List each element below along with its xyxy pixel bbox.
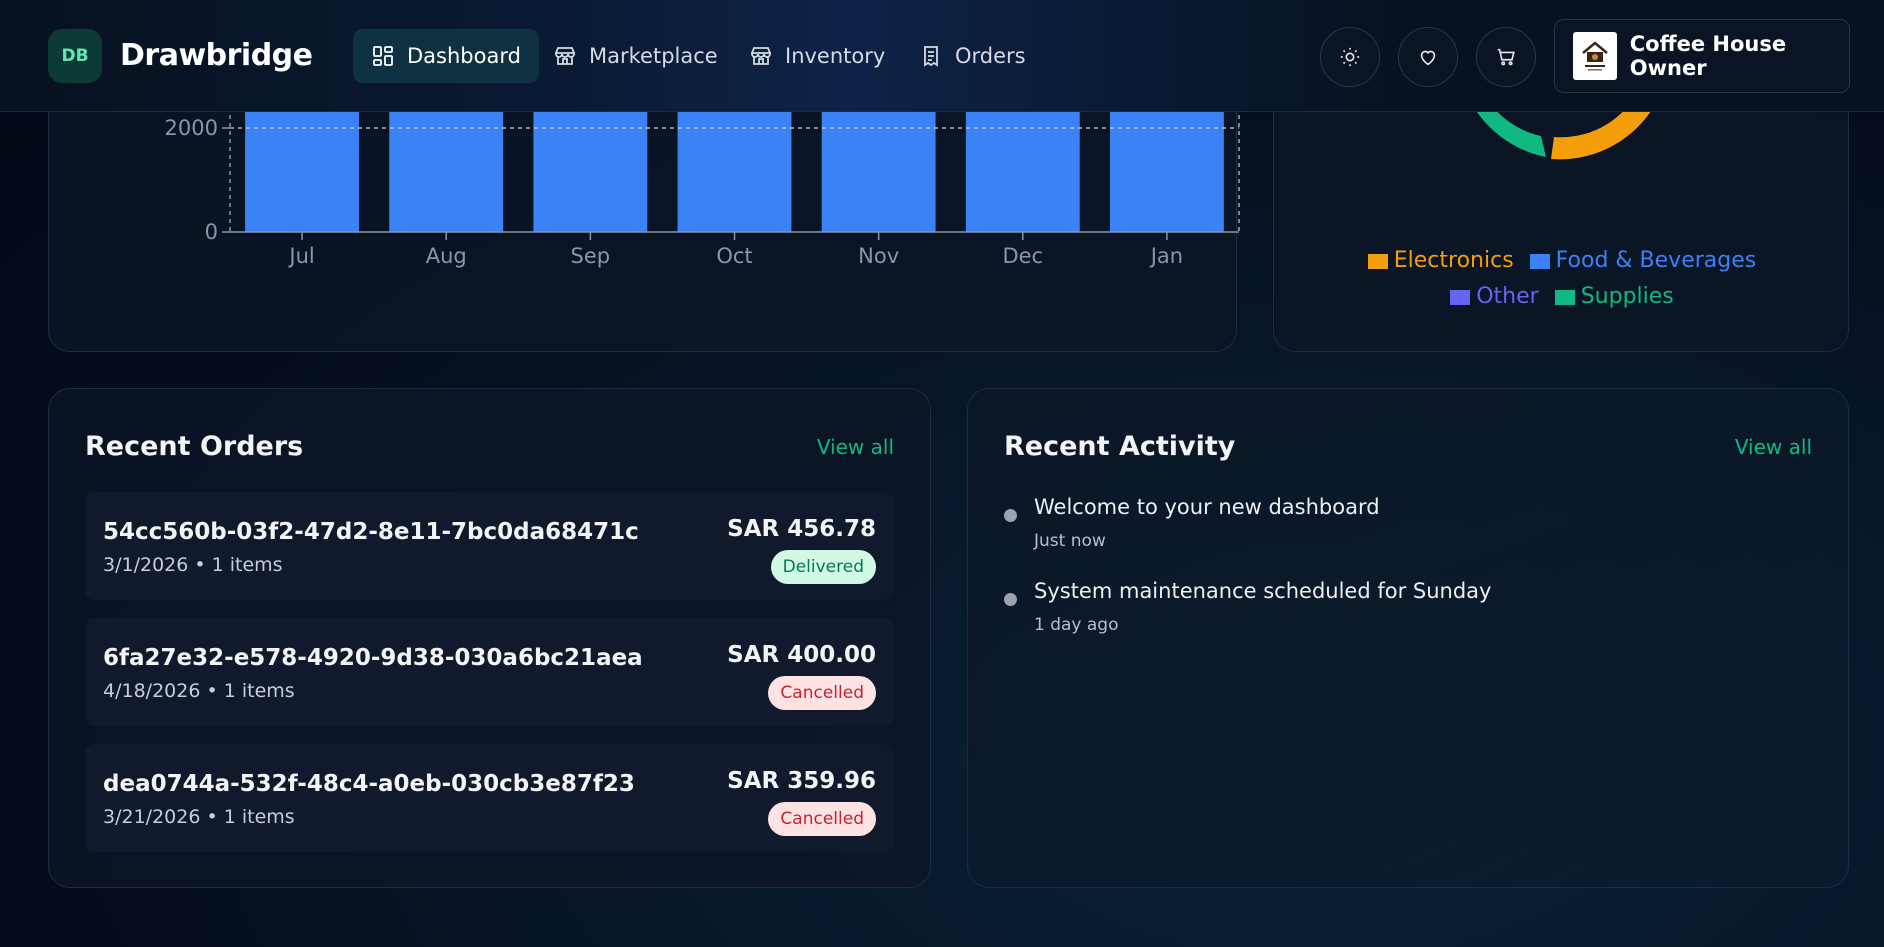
legend-label: Food & Beverages xyxy=(1555,248,1757,273)
x-tick-label: Jan xyxy=(1149,244,1183,268)
pie-legend: Electronics Food & Beverages Other Suppl… xyxy=(1274,243,1850,315)
store-icon xyxy=(751,47,771,65)
sun-icon xyxy=(1340,47,1360,67)
recent-orders-card: Recent Orders View all 54cc560b-03f2-47d… xyxy=(48,388,931,888)
order-amount: SAR 400.00 xyxy=(727,642,876,668)
order-id: 6fa27e32-e578-4920-9d38-030a6bc21aea xyxy=(103,645,643,671)
nav-dashboard-label: Dashboard xyxy=(407,44,521,68)
cart-icon xyxy=(1497,48,1515,66)
status-badge: Cancelled xyxy=(768,802,876,836)
receipt-icon xyxy=(924,46,938,67)
status-badge: Cancelled xyxy=(768,676,876,710)
activity-text: Welcome to your new dashboard xyxy=(1034,495,1380,519)
y-tick-label: 0 xyxy=(205,220,218,244)
recent-activity-card: Recent Activity View all Welcome to your… xyxy=(967,388,1849,888)
activity-text: System maintenance scheduled for Sunday xyxy=(1034,579,1492,603)
nav-orders-label: Orders xyxy=(955,44,1026,68)
x-tick-label: Sep xyxy=(571,244,611,268)
coffee-house-logo-icon xyxy=(1582,41,1608,71)
order-meta: 3/21/2026 • 1 items xyxy=(103,806,295,828)
x-tick-label: Jul xyxy=(287,244,314,268)
legend-label: Other xyxy=(1476,284,1539,309)
nav-inventory[interactable]: Inventory xyxy=(731,29,903,83)
activity-view-all-link[interactable]: View all xyxy=(1734,435,1812,459)
nav-marketplace[interactable]: Marketplace xyxy=(535,29,736,83)
order-row[interactable]: dea0744a-532f-48c4-a0eb-030cb3e87f23 3/2… xyxy=(85,744,894,852)
favorites-button[interactable] xyxy=(1398,27,1458,87)
nav-marketplace-label: Marketplace xyxy=(589,44,718,68)
bullet-dot-icon xyxy=(1004,593,1017,606)
x-tick-label: Dec xyxy=(1002,244,1043,268)
order-id: 54cc560b-03f2-47d2-8e11-7bc0da68471c xyxy=(103,519,639,545)
cart-button[interactable] xyxy=(1476,27,1536,87)
bullet-dot-icon xyxy=(1004,509,1017,522)
recent-orders-title: Recent Orders xyxy=(85,431,304,462)
brand-name[interactable]: Drawbridge xyxy=(120,38,313,73)
legend-item-supplies[interactable]: Supplies xyxy=(1554,279,1674,315)
x-tick-label: Aug xyxy=(426,244,467,268)
orders-view-all-link[interactable]: View all xyxy=(816,435,894,459)
legend-item-other[interactable]: Other xyxy=(1450,279,1539,315)
order-id: dea0744a-532f-48c4-a0eb-030cb3e87f23 xyxy=(103,771,635,797)
order-amount: SAR 359.96 xyxy=(727,768,876,794)
order-row[interactable]: 54cc560b-03f2-47d2-8e11-7bc0da68471c 3/1… xyxy=(85,492,894,600)
heart-icon xyxy=(1420,50,1436,66)
x-tick-label: Oct xyxy=(716,244,752,268)
dashboard-grid-icon xyxy=(373,46,393,66)
store-icon xyxy=(555,47,575,65)
nav-inventory-label: Inventory xyxy=(785,44,886,68)
order-meta: 3/1/2026 • 1 items xyxy=(103,554,283,576)
legend-item-food-beverages[interactable]: Food & Beverages xyxy=(1529,243,1757,279)
y-tick-label: 2000 xyxy=(165,116,218,140)
recent-activity-title: Recent Activity xyxy=(1004,431,1236,462)
theme-toggle-button[interactable] xyxy=(1320,27,1380,87)
profile-menu-button[interactable]: Coffee House Owner xyxy=(1554,19,1850,93)
legend-label: Supplies xyxy=(1580,284,1674,309)
status-badge: Delivered xyxy=(770,550,876,584)
legend-item-electronics[interactable]: Electronics xyxy=(1367,243,1514,279)
logo-badge[interactable]: DB xyxy=(48,29,102,83)
order-row[interactable]: 6fa27e32-e578-4920-9d38-030a6bc21aea 4/1… xyxy=(85,618,894,726)
avatar xyxy=(1573,32,1617,80)
order-meta: 4/18/2026 • 1 items xyxy=(103,680,295,702)
activity-time: 1 day ago xyxy=(1034,615,1119,635)
legend-label: Electronics xyxy=(1393,248,1514,273)
nav-orders[interactable]: Orders xyxy=(901,29,1044,83)
order-amount: SAR 456.78 xyxy=(727,516,876,542)
activity-time: Just now xyxy=(1034,531,1106,551)
profile-name: Coffee House Owner xyxy=(1629,32,1787,80)
x-tick-label: Nov xyxy=(858,244,899,268)
nav-dashboard[interactable]: Dashboard xyxy=(353,29,539,83)
top-navbar: DB Drawbridge Dashboard Marketplace Inve… xyxy=(0,0,1884,112)
